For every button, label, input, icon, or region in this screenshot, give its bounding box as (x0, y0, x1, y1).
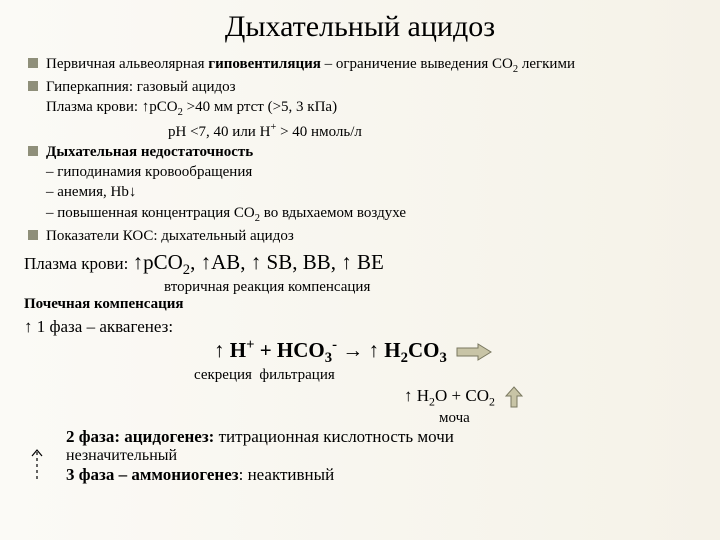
square-bullet-icon (28, 230, 38, 240)
phase3-post: : неактивный (239, 465, 335, 484)
b2l1-pre: Плазма крови: ↑рСО (46, 99, 178, 115)
eq1-plus: + НСО (254, 338, 324, 362)
phase-2-tail: незначительный (66, 447, 696, 465)
bullet-3: Дыхательная недостаточность (28, 142, 696, 162)
eq1-arrow: → ↑ Н (337, 338, 401, 362)
bullet-1: Первичная альвеолярная гиповентиляция – … (28, 54, 696, 77)
renal-bold: Почечная компенсация (24, 296, 184, 312)
square-bullet-icon (28, 146, 38, 156)
right-arrow-graphic-icon (456, 343, 492, 361)
phase-3-line: 3 фаза – аммониогенез: неактивный (66, 465, 696, 485)
bullet-1-tail: легкими (518, 56, 575, 72)
dashed-up-arrow-icon (30, 447, 44, 486)
b3c-pre: – повышенная концентрация СО (46, 205, 255, 221)
equation-2: ↑ Н2О + СО2 (404, 386, 696, 409)
secondary-reaction-label: вторичная реакция компенсация (164, 279, 696, 296)
bullet-4: Показатели КОС: дыхательный ацидоз (28, 226, 696, 246)
phase2-post: титрационная кислотность мочи (214, 427, 454, 446)
bullet-4-text: Показатели КОС: дыхательный ацидоз (46, 226, 696, 246)
urine-label: моча (439, 410, 696, 427)
bullet-3c: – повышенная концентрация СО2 во вдыхаем… (46, 203, 696, 226)
square-bullet-icon (28, 81, 38, 91)
phase3-pre: 3 фаза (66, 465, 114, 484)
bullet-list: Первичная альвеолярная гиповентиляция – … (28, 54, 696, 246)
label-secretion: секреция (194, 367, 252, 383)
plasma-summary-line: Плазма крови: ↑рСО2, ↑АВ, ↑ SВ, ВВ, ↑ ВЕ (24, 250, 696, 279)
square-bullet-icon (28, 58, 38, 68)
plasma-sub: 2 (183, 262, 190, 278)
eq2-mid: О + СО (435, 386, 489, 405)
bullet-1-bold: гиповентиляция (208, 56, 321, 72)
eq1-sub2: 2 (401, 350, 408, 366)
b2l2-pre: рН <7, 40 или Н (168, 124, 270, 140)
b3c-post: во вдыхаемом воздухе (260, 205, 406, 221)
bullet-3a: – гиподинамия кровообращения (46, 162, 696, 182)
phase2-pre: 2 фаза (66, 427, 114, 446)
phase3-mid: – аммониогенез (114, 465, 238, 484)
bullet-1-pre: Первичная альвеолярная (46, 56, 208, 72)
page-title: Дыхательный ацидоз (24, 10, 696, 44)
equation-labels: секреция фильтрация (194, 367, 696, 384)
bullet-1-post: – ограничение выведения СО (321, 56, 513, 72)
equation-1: ↑ Н+ + НСО3- → ↑ Н2СО3 (214, 337, 696, 367)
phase-2-line: 2 фаза: ацидогенез: титрационная кислотн… (66, 427, 696, 447)
plasma-rest: , ↑АВ, ↑ SВ, ВВ, ↑ ВЕ (190, 250, 384, 274)
label-filtration: фильтрация (259, 367, 334, 383)
bullet-2-text: Гиперкапния: газовый ацидоз (46, 77, 696, 97)
phase2-mid: : ацидогенез: (114, 427, 214, 446)
plasma-sp1: ↑рСО (133, 250, 183, 274)
bullet-3-bold: Дыхательная недостаточность (46, 144, 253, 160)
eq2-pre: ↑ Н (404, 386, 429, 405)
bullet-1-text: Первичная альвеолярная гиповентиляция – … (46, 54, 696, 77)
renal-compensation-label: Почечная компенсация (24, 296, 696, 313)
plasma-prefix: Плазма крови: (24, 254, 133, 273)
bullet-2-line2: рН <7, 40 или Н+ > 40 нмоль/л (168, 121, 696, 142)
bullet-2: Гиперкапния: газовый ацидоз (28, 77, 696, 97)
b2l2-post: > 40 нмоль/л (276, 124, 362, 140)
eq1-co: СО (408, 338, 440, 362)
bullet-2-line1: Плазма крови: ↑рСО2 >40 мм ртст (>5, 3 к… (46, 97, 696, 120)
phase2-mid-bold: : ацидогенез: (114, 427, 214, 446)
up-arrow-graphic-icon (505, 386, 523, 408)
bullet-3b: – анемия, Hb↓ (46, 182, 696, 202)
phase-1-line: ↑ 1 фаза – аквагенез: (24, 317, 696, 337)
b2l1-post: >40 мм ртст (>5, 3 кПа) (183, 99, 337, 115)
eq1-h: ↑ Н (214, 338, 246, 362)
eq2-sub2b: 2 (489, 395, 495, 409)
eq1-sub3b: 3 (439, 350, 446, 366)
